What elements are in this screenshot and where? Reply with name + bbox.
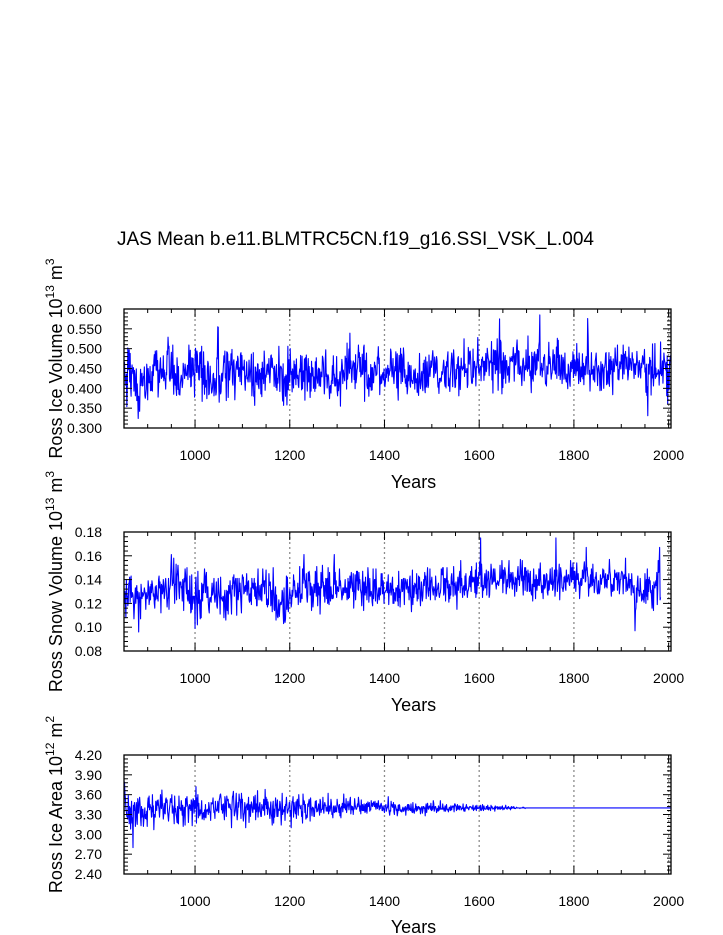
y-axis-label: Ross Snow Volume 1013 m3	[43, 471, 66, 692]
y-tick-label: 0.500	[67, 341, 102, 357]
y-tick-label: 0.350	[67, 400, 102, 416]
y-tick-label: 0.600	[67, 301, 102, 317]
series-line	[123, 314, 672, 420]
x-axis-label: Years	[391, 695, 436, 715]
y-axis-label: Ross Ice Area 1012 m2	[43, 716, 66, 893]
y-tick-label: 3.30	[75, 807, 102, 823]
y-axis-label: Ross Ice Volume 1013 m3	[43, 258, 66, 458]
x-axis-label: Years	[391, 472, 436, 492]
series-line	[123, 537, 662, 633]
panel-ross-snow-volume: 1000 1200 1400 1600 1800 2000 0.08 0.10 0.12 0.14…	[43, 471, 684, 715]
x-tick-label: 1000	[179, 447, 210, 463]
x-tick-label: 1400	[369, 893, 400, 909]
x-tick-label: 1000	[179, 893, 210, 909]
y-tick-label: 0.16	[75, 548, 102, 564]
y-tick-label: 0.550	[67, 321, 102, 337]
y-tick-label: 3.60	[75, 787, 102, 803]
y-tick-label: 0.12	[75, 595, 102, 611]
x-tick-label: 1800	[558, 447, 589, 463]
x-tick-label: 1400	[369, 670, 400, 686]
x-tick-label: 1600	[464, 447, 495, 463]
x-tick-label: 1800	[558, 893, 589, 909]
x-tick-label: 1800	[558, 670, 589, 686]
y-tick-label: 0.450	[67, 361, 102, 377]
y-tick-label: 3.00	[75, 826, 102, 842]
x-tick-label: 1200	[274, 447, 305, 463]
x-tick-label: 1200	[274, 670, 305, 686]
y-tick-label: 3.90	[75, 767, 102, 783]
y-tick-label: 0.18	[75, 524, 102, 540]
y-tick-label: 0.400	[67, 380, 102, 396]
x-tick-label: 1200	[274, 893, 305, 909]
panel-ross-ice-area: 1000 1200 1400 1600 1800 2000 2.40 2.70 3.00 3.30…	[43, 716, 684, 935]
panel-ross-ice-volume: 1000 1200 1400 1600 1800 2000 0.300 0.350 0.400 0…	[43, 258, 684, 492]
y-tick-label: 2.40	[75, 866, 102, 882]
y-tick-label: 0.08	[75, 643, 102, 659]
x-tick-label: 2000	[653, 893, 684, 909]
series-line	[123, 781, 672, 849]
x-axis-label: Years	[391, 917, 436, 935]
figure-title: JAS Mean b.e11.BLMTRC5CN.f19_g16.SSI_VSK…	[0, 229, 723, 255]
y-tick-label: 0.10	[75, 619, 102, 635]
x-tick-label: 2000	[653, 447, 684, 463]
y-tick-label: 2.70	[75, 846, 102, 862]
y-tick-label: 4.20	[75, 747, 102, 763]
x-tick-label: 1600	[464, 670, 495, 686]
x-tick-label: 1000	[179, 670, 210, 686]
y-tick-label: 0.14	[75, 572, 102, 588]
plot-frame	[123, 531, 672, 652]
x-tick-label: 1400	[369, 447, 400, 463]
y-tick-label: 0.300	[67, 420, 102, 436]
x-tick-label: 1600	[464, 893, 495, 909]
x-tick-label: 2000	[653, 670, 684, 686]
figure-title-text: JAS Mean b.e11.BLMTRC5CN.f19_g16.SSI_VSK…	[116, 229, 595, 250]
